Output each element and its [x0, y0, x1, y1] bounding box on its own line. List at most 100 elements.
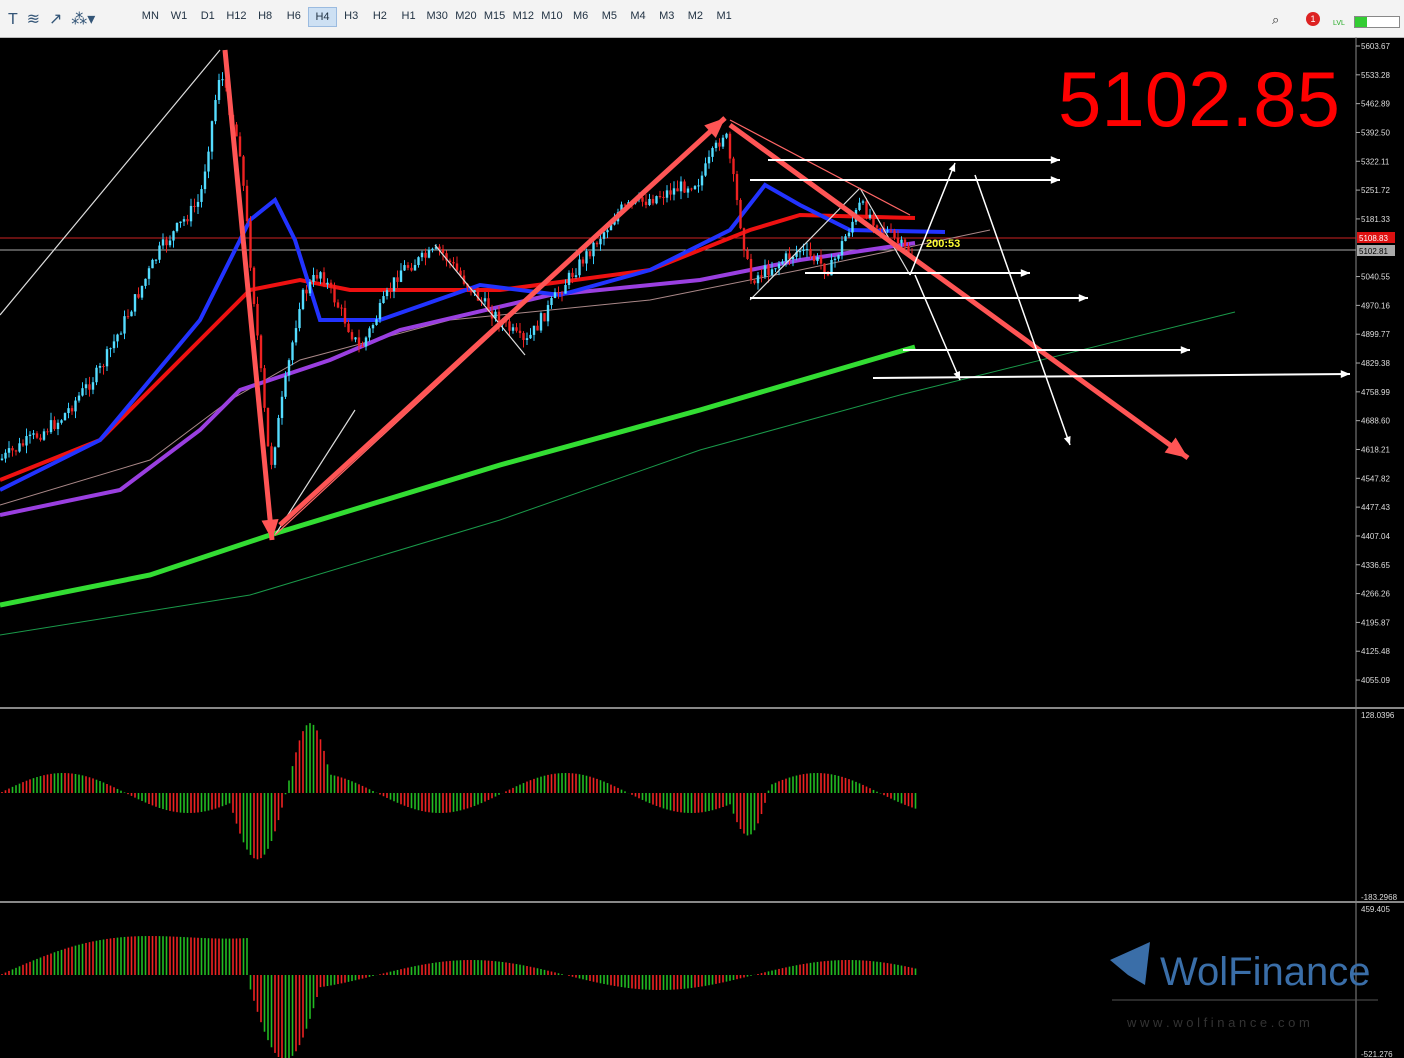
arrow-head: [953, 371, 960, 380]
candle: [872, 214, 875, 226]
candle: [238, 136, 242, 157]
timeframe-button[interactable]: M15: [483, 10, 506, 22]
timeframe-button[interactable]: M12: [512, 10, 534, 22]
arrow: [728, 122, 1190, 461]
price-label: 5603.67: [1361, 42, 1390, 51]
bid-label: 5102.81: [1359, 247, 1388, 256]
candle: [861, 201, 865, 203]
candle: [333, 286, 336, 303]
price-label: 5392.50: [1361, 128, 1390, 137]
watermark-url: w w w . w o l f i n a n c e . c o m: [1126, 1015, 1310, 1030]
candle: [686, 188, 690, 193]
candle: [536, 325, 539, 331]
candle: [11, 448, 14, 451]
candle: [452, 262, 455, 264]
candle: [336, 302, 340, 308]
candle: [382, 296, 385, 304]
trend-line: [434, 244, 526, 356]
timeframe-button[interactable]: M20: [455, 10, 477, 22]
candle: [410, 267, 413, 271]
timeframe-button[interactable]: H4: [308, 7, 337, 27]
timeframe-button[interactable]: M2: [687, 10, 704, 22]
candle: [294, 328, 298, 343]
timeframe-button[interactable]: H1: [401, 10, 416, 22]
price-label: 4688.60: [1361, 417, 1390, 426]
candle: [840, 241, 844, 256]
candle: [543, 313, 546, 322]
candle: [46, 431, 49, 433]
candle: [403, 265, 406, 271]
candle: [361, 345, 364, 347]
timeframe-button[interactable]: H6: [286, 10, 301, 22]
candle: [592, 242, 595, 257]
timeframe-button[interactable]: D1: [200, 10, 215, 22]
timeframe-button[interactable]: M3: [659, 10, 675, 22]
bid-box: [1357, 245, 1395, 256]
candle: [147, 268, 151, 279]
candle: [308, 281, 312, 294]
candle: [266, 407, 270, 447]
candle: [277, 417, 280, 448]
candle: [7, 448, 11, 453]
candle: [483, 298, 487, 302]
candle: [56, 422, 60, 430]
price-label: 4899.77: [1361, 330, 1390, 339]
candle: [903, 239, 907, 247]
tools-icons[interactable]: T ≋ ↗ ⁂▾: [8, 11, 96, 28]
price-label: 4547.82: [1361, 474, 1390, 483]
candle: [298, 309, 301, 329]
candle: [868, 214, 872, 218]
notification-badge[interactable]: 1: [1306, 12, 1320, 26]
candle: [326, 282, 329, 285]
trend-line: [729, 119, 911, 216]
candle: [18, 443, 21, 452]
timeframe-button[interactable]: MN: [141, 10, 159, 22]
candle: [567, 272, 571, 285]
candle: [791, 256, 795, 260]
arrow-head: [1340, 370, 1350, 378]
arrow-head: [1063, 436, 1071, 445]
arrow: [872, 373, 1351, 379]
candle: [217, 80, 221, 101]
candle: [179, 221, 182, 223]
timeframe-button[interactable]: M6: [573, 10, 589, 22]
trend-line: [859, 187, 911, 276]
timeframe-button[interactable]: M4: [630, 10, 646, 22]
candle: [340, 307, 343, 309]
candle: [392, 277, 396, 292]
search-icon[interactable]: ⌕: [1272, 12, 1280, 27]
timeframe-button[interactable]: H2: [372, 10, 387, 22]
candle: [371, 324, 375, 329]
timeframe-button[interactable]: M10: [541, 10, 563, 22]
candle: [515, 327, 518, 331]
candle: [735, 174, 739, 200]
timeframe-button[interactable]: W1: [170, 10, 188, 22]
candle: [819, 257, 823, 264]
candle: [679, 181, 683, 192]
candle: [91, 382, 95, 390]
timeframe-button[interactable]: H12: [226, 10, 247, 22]
arrow-head: [1180, 346, 1190, 354]
candle: [319, 272, 322, 279]
timeframe-button[interactable]: M1: [716, 10, 732, 22]
candle: [585, 251, 588, 264]
candle: [399, 270, 403, 282]
candle: [795, 252, 798, 257]
trend-line: [0, 49, 221, 316]
candle: [280, 396, 284, 418]
candle: [564, 284, 567, 294]
candle: [329, 282, 333, 287]
candle: [354, 337, 357, 340]
timeframe-button[interactable]: M30: [426, 10, 448, 22]
candle: [847, 232, 851, 237]
timeframe-button[interactable]: M5: [601, 10, 617, 22]
timeframe-button[interactable]: H3: [344, 10, 359, 22]
candle: [116, 334, 119, 342]
timeframe-button[interactable]: H8: [258, 10, 273, 22]
candle: [67, 408, 70, 414]
candle: [441, 249, 445, 254]
arrow: [974, 174, 1071, 446]
price-label: 4055.09: [1361, 676, 1390, 685]
candle: [718, 142, 721, 147]
candle: [896, 237, 900, 244]
